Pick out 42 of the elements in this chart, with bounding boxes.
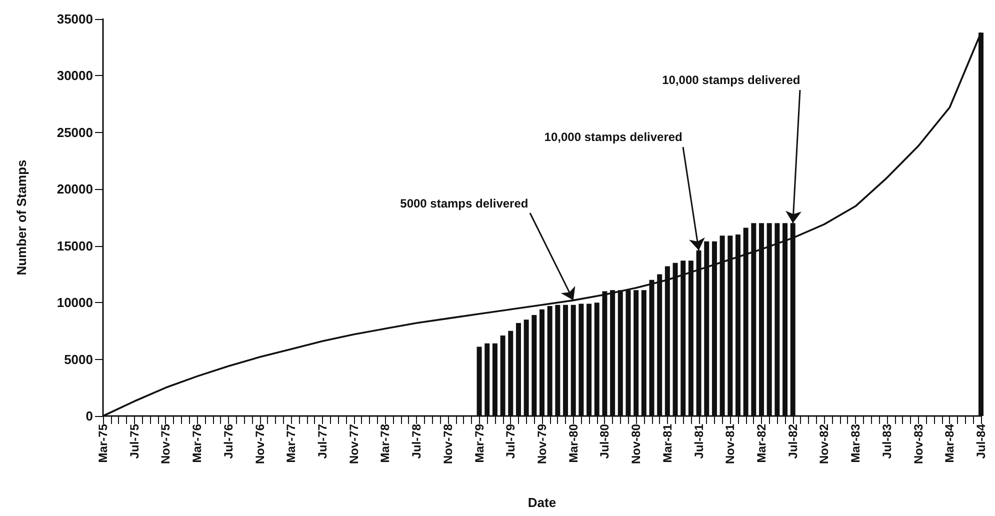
x-tick-label: Mar-76 bbox=[190, 424, 204, 463]
y-tick-label: 35000 bbox=[56, 12, 93, 26]
x-tick-label: Jul-81 bbox=[692, 424, 706, 459]
x-tick-label: Mar-75 bbox=[96, 424, 110, 463]
y-tick-label: 5000 bbox=[64, 352, 93, 367]
x-tick-label: Jul-83 bbox=[880, 424, 894, 459]
annotation: 10,000 stamps delivered bbox=[544, 130, 682, 144]
x-tick-label: Mar-83 bbox=[848, 424, 863, 463]
y-tick-label: 0 bbox=[86, 408, 93, 424]
x-tick-label: Jul-77 bbox=[316, 424, 330, 459]
x-tick-label: Jul-84 bbox=[974, 424, 988, 459]
y-axis-title: Number of Stamps bbox=[14, 160, 29, 276]
x-tick-label: Mar-84 bbox=[942, 424, 957, 463]
x-tick-label: Nov-79 bbox=[535, 424, 549, 464]
x-tick-label: Mar-82 bbox=[754, 424, 768, 463]
y-tick-label: 30000 bbox=[56, 68, 93, 84]
annotation: 5000 stamps delivered bbox=[400, 196, 528, 210]
x-tick-label: Jul-79 bbox=[504, 424, 518, 459]
annotation: 10,000 stamps delivered bbox=[662, 73, 800, 88]
x-tick-label: Nov-75 bbox=[158, 424, 173, 464]
x-tick-label: Nov-78 bbox=[440, 424, 455, 464]
x-tick-label: Nov-76 bbox=[252, 424, 267, 464]
x-axis-title: Date bbox=[528, 495, 556, 510]
x-tick-label: Nov-81 bbox=[723, 424, 738, 464]
y-tick-label: 20000 bbox=[56, 182, 93, 197]
x-tick-label: Nov-80 bbox=[629, 424, 644, 464]
x-tick-label: Nov-82 bbox=[817, 424, 832, 464]
y-tick-label: 10000 bbox=[56, 295, 93, 310]
x-tick-label: Jul-80 bbox=[598, 424, 612, 459]
x-tick-label: Mar-78 bbox=[378, 424, 392, 463]
x-tick-label: Mar-80 bbox=[566, 424, 580, 463]
x-tick-label: Jul-75 bbox=[127, 424, 142, 459]
y-tick-label: 15000 bbox=[56, 238, 93, 254]
x-tick-label: Mar-79 bbox=[472, 424, 486, 463]
x-tick-label: Nov-77 bbox=[346, 424, 361, 464]
y-tick-label: 25000 bbox=[56, 124, 93, 140]
x-tick-label: Mar-81 bbox=[660, 424, 674, 463]
x-tick-label: Mar-77 bbox=[284, 424, 298, 463]
x-tick-label: Jul-82 bbox=[786, 424, 800, 459]
x-tick-label: Nov-83 bbox=[911, 424, 926, 464]
x-tick-label: Jul-76 bbox=[221, 424, 236, 459]
x-tick-label: Jul-78 bbox=[410, 424, 424, 459]
